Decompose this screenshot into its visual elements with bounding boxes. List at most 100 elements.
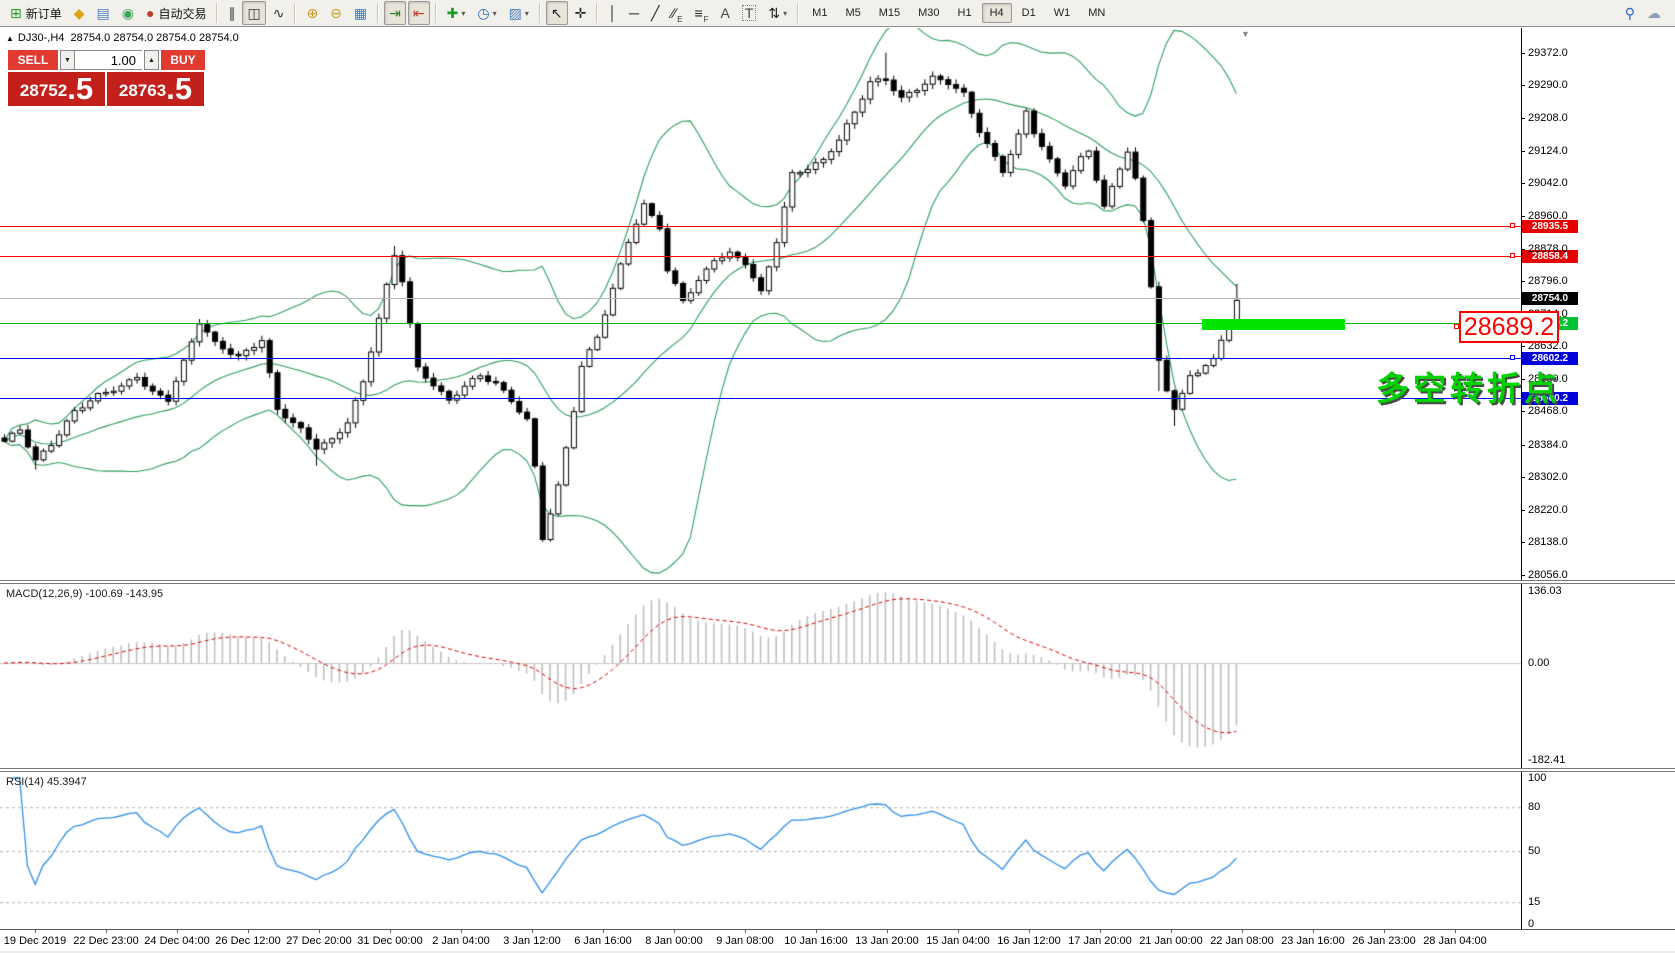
- timeframe-button-m1[interactable]: M1: [812, 7, 828, 19]
- community-chat-button-icon: ☁: [1647, 5, 1661, 21]
- one-click-top-row: SELL ▼ ▲ BUY: [8, 50, 207, 70]
- volume-input[interactable]: [75, 50, 142, 70]
- chart-shift-button-icon: ⇤: [412, 5, 425, 21]
- bar-chart-button[interactable]: ∥: [223, 1, 240, 25]
- time-axis-label: 21 Jan 00:00: [1139, 935, 1203, 947]
- tile-windows-button-icon: ▦: [353, 5, 368, 21]
- tile-windows-button[interactable]: ▦: [349, 1, 372, 25]
- zoom-out-button[interactable]: ⊖: [325, 1, 347, 25]
- horizontal-line-button-icon: ─: [629, 5, 639, 21]
- price-level-line[interactable]: [0, 225, 1521, 227]
- timeframe-button-d1[interactable]: D1: [1021, 7, 1036, 19]
- timeframe-button-w1[interactable]: W1: [1053, 7, 1071, 19]
- symbol-period-label: DJ30-,H4: [17, 32, 65, 44]
- horizontal-line-button[interactable]: ─: [624, 1, 644, 25]
- text-label-button[interactable]: T: [737, 1, 762, 25]
- chevron-down-icon: ▾: [783, 8, 788, 18]
- rsi-pane-separator[interactable]: [0, 768, 1675, 772]
- community-chat-button[interactable]: ☁: [1642, 1, 1666, 25]
- cursor-button-icon: ↖: [550, 5, 563, 21]
- level-anchor-handle[interactable]: [1510, 222, 1515, 228]
- highlight-zone-rect[interactable]: [1202, 319, 1345, 330]
- main-toolbar: ⊞ 新订单 ◆ ▤ ◉ ● 自动交易 ∥ ◫ ∿ ⊕ ⊖ ▦ ⇥ ⇤ ✚ ▾ ◷ ▾ ▨ ▾ ↖ ✛ │ ─ ╱ ∕∕ E ≡ F A T ⇅ ▾…: [0, 0, 1675, 27]
- timeframe-button-h1[interactable]: H1: [957, 7, 972, 19]
- volume-increase-button[interactable]: ▲: [144, 50, 159, 70]
- new-order-button[interactable]: ⊞ 新订单: [5, 1, 67, 25]
- timeframe-button-m15[interactable]: M15: [878, 7, 901, 19]
- time-axis-label: 31 Dec 00:00: [357, 935, 423, 947]
- charts-button[interactable]: ◆: [69, 1, 90, 25]
- arrows-button[interactable]: ⇅ ▾: [763, 1, 792, 25]
- signals-button[interactable]: ◉: [117, 1, 139, 25]
- price-tick-label: 29208.0: [1528, 111, 1568, 124]
- callout-anchor-handle[interactable]: [1454, 324, 1459, 329]
- price-tick-mark: [1521, 444, 1525, 446]
- zoom-in-button[interactable]: ⊕: [301, 1, 323, 25]
- price-tick-mark: [1521, 183, 1525, 185]
- macd-pane-separator[interactable]: [0, 580, 1675, 584]
- time-axis-label: 26 Jan 23:00: [1352, 935, 1416, 947]
- periods-button[interactable]: ◷ ▾: [472, 1, 501, 25]
- search-button[interactable]: ⚲: [1620, 1, 1640, 25]
- time-tick-mark: [816, 930, 817, 933]
- charts-button-icon: ◆: [73, 5, 85, 21]
- sell-button[interactable]: SELL: [8, 50, 58, 70]
- price-tick-mark: [1521, 378, 1525, 380]
- templates-button[interactable]: ▨ ▾: [504, 1, 534, 25]
- price-level-line[interactable]: [0, 297, 1521, 299]
- timeframe-button-h4[interactable]: H4: [981, 3, 1012, 23]
- indicators-button[interactable]: ✚ ▾: [442, 1, 471, 25]
- macd-values: -100.69 -143.95: [85, 588, 164, 600]
- vertical-line-button[interactable]: │: [603, 1, 622, 25]
- price-level-line[interactable]: [0, 398, 1521, 400]
- time-axis-label: 3 Jan 12:00: [503, 935, 561, 947]
- volume-decrease-button[interactable]: ▼: [60, 50, 75, 70]
- ohlc-values: 28754.0 28754.0 28754.0 28754.0: [70, 32, 239, 44]
- auto-trading-button[interactable]: ● 自动交易: [141, 1, 211, 25]
- equidistant-channel-button[interactable]: ∕∕ E: [666, 1, 687, 25]
- rsi-axis-label: 0: [1528, 918, 1535, 930]
- crosshair-button[interactable]: ✛: [570, 1, 592, 25]
- sell-price-button[interactable]: 28752.5: [8, 72, 105, 106]
- rsi-indicator-canvas[interactable]: [0, 773, 1521, 929]
- collapse-triangle-icon[interactable]: ▲: [6, 34, 14, 43]
- timeframe-button-m30[interactable]: M30: [918, 7, 940, 19]
- price-callout-box[interactable]: 28689.2: [1459, 311, 1559, 343]
- time-axis-label: 6 Jan 16:00: [574, 935, 632, 947]
- periods-button-icon: ◷: [477, 5, 490, 21]
- timeframe-button-m5[interactable]: M5: [845, 7, 861, 19]
- price-level-tag: 28935.5: [1522, 219, 1578, 233]
- profiles-button[interactable]: ▤: [92, 1, 115, 25]
- auto-trading-button-label: 自动交易: [158, 6, 207, 21]
- auto-scroll-button[interactable]: ⇥: [384, 1, 406, 25]
- turning-point-label[interactable]: 多空转折点: [1376, 370, 1561, 407]
- time-axis[interactable]: 19 Dec 2019 22 Dec 23:00 24 Dec 04:00 26 De…: [0, 929, 1675, 953]
- buy-price-button[interactable]: 28763.5: [107, 72, 204, 106]
- level-anchor-handle[interactable]: [1510, 395, 1515, 401]
- price-level-tag: 28500.2: [1522, 392, 1578, 406]
- indicators-button-icon: ✚: [446, 5, 459, 21]
- price-level-line[interactable]: [0, 357, 1521, 359]
- level-anchor-handle[interactable]: [1510, 354, 1515, 360]
- price-level-line[interactable]: [0, 256, 1521, 258]
- chart-shift-button[interactable]: ⇤: [407, 1, 430, 25]
- line-chart-button[interactable]: ∿: [268, 1, 290, 25]
- price-tick-mark: [1521, 248, 1525, 250]
- macd-indicator-canvas[interactable]: [0, 585, 1521, 770]
- level-anchor-handle[interactable]: [1510, 253, 1515, 259]
- fibonacci-button[interactable]: ≡ F: [689, 1, 713, 25]
- cursor-button[interactable]: ↖: [545, 1, 568, 25]
- price-tick-label: 28796.0: [1528, 275, 1568, 288]
- candlestick-chart-button[interactable]: ◫: [242, 1, 266, 25]
- price-level-line[interactable]: [0, 323, 1521, 325]
- price-tick-label: 29290.0: [1528, 79, 1568, 92]
- buy-price-big-digit: .5: [166, 71, 193, 106]
- trendline-button[interactable]: ╱: [646, 1, 664, 25]
- buy-button[interactable]: BUY: [161, 50, 205, 70]
- time-tick-mark: [674, 930, 675, 933]
- text-button[interactable]: A: [716, 1, 735, 25]
- new-order-button-icon: ⊞: [10, 5, 22, 21]
- timeframe-button-mn[interactable]: MN: [1088, 7, 1106, 19]
- price-tick-label: 29372.0: [1528, 46, 1568, 59]
- candlestick-chart-canvas[interactable]: [0, 28, 1521, 578]
